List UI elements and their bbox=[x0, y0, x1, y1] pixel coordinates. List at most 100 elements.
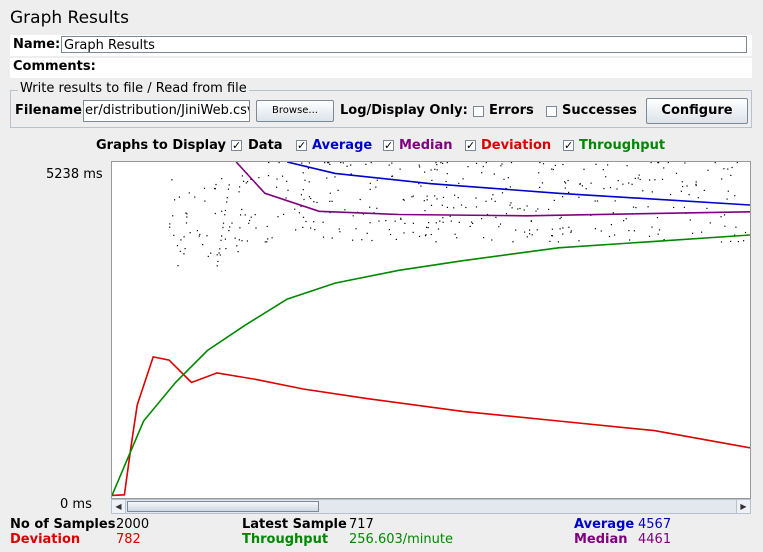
filename-label: Filename bbox=[15, 103, 82, 118]
data-point bbox=[176, 245, 179, 247]
data-point bbox=[302, 216, 305, 218]
data-point bbox=[331, 237, 333, 239]
data-point bbox=[562, 196, 564, 198]
data-point bbox=[720, 241, 723, 243]
data-point bbox=[633, 230, 635, 232]
average-checkbox[interactable]: ✓ bbox=[296, 139, 307, 152]
data-point bbox=[495, 216, 497, 218]
data-point bbox=[612, 212, 614, 214]
data-point bbox=[390, 233, 392, 236]
data-point bbox=[177, 265, 179, 267]
data-point bbox=[428, 222, 430, 224]
data-point bbox=[203, 187, 206, 189]
data-point bbox=[237, 251, 239, 253]
data-point bbox=[294, 208, 296, 210]
name-field[interactable]: Graph Results bbox=[61, 36, 747, 53]
data-point bbox=[706, 207, 708, 209]
data-point bbox=[701, 231, 703, 233]
data-point bbox=[403, 232, 405, 234]
data-point bbox=[541, 182, 544, 184]
data-point bbox=[583, 168, 585, 170]
data-point bbox=[594, 200, 596, 202]
data-point bbox=[512, 241, 514, 243]
data-point bbox=[239, 227, 241, 229]
data-point bbox=[207, 255, 209, 257]
data-point bbox=[246, 240, 248, 242]
data-point bbox=[322, 236, 325, 238]
data-point bbox=[327, 162, 329, 164]
data-point bbox=[402, 198, 404, 201]
data-point bbox=[472, 222, 474, 224]
data-point bbox=[206, 235, 208, 237]
window-title: Graph Results bbox=[10, 8, 129, 28]
data-point bbox=[214, 188, 216, 190]
data-point bbox=[395, 238, 397, 240]
data-point bbox=[224, 214, 226, 216]
data-point bbox=[486, 213, 489, 216]
data-point bbox=[221, 210, 223, 212]
data-point bbox=[423, 200, 425, 202]
data-point bbox=[228, 230, 230, 232]
deviation-stat-value: 782 bbox=[116, 532, 141, 547]
median-checkbox[interactable]: ✓ bbox=[383, 139, 394, 152]
data-point bbox=[559, 218, 561, 220]
data-point bbox=[179, 250, 181, 252]
data-point bbox=[500, 165, 502, 167]
data-checkbox[interactable]: ✓ bbox=[231, 139, 242, 152]
data-point bbox=[437, 228, 440, 230]
scroll-left-icon[interactable]: ◀ bbox=[112, 500, 126, 513]
data-point bbox=[352, 239, 354, 241]
data-point bbox=[727, 190, 729, 192]
scroll-right-icon[interactable]: ▶ bbox=[736, 500, 750, 513]
data-point bbox=[661, 178, 664, 180]
data-point bbox=[239, 186, 241, 188]
data-point bbox=[622, 183, 624, 185]
throughput-checkbox[interactable]: ✓ bbox=[563, 139, 574, 152]
scrollbar-thumb[interactable] bbox=[127, 501, 319, 512]
data-point bbox=[628, 182, 630, 184]
data-point bbox=[684, 162, 686, 164]
data-point bbox=[375, 186, 377, 188]
browse-button[interactable]: Browse... bbox=[256, 100, 334, 122]
data-point bbox=[434, 168, 436, 170]
data-point bbox=[362, 213, 365, 215]
data-point bbox=[218, 252, 220, 254]
data-point bbox=[730, 240, 732, 242]
data-point bbox=[419, 166, 421, 168]
data-point bbox=[355, 228, 357, 230]
data-point bbox=[456, 237, 458, 239]
horizontal-scrollbar[interactable]: ◀ ▶ bbox=[111, 499, 751, 514]
data-point bbox=[628, 230, 630, 232]
successes-checkbox[interactable] bbox=[546, 106, 557, 117]
data-point bbox=[244, 214, 246, 216]
data-point bbox=[680, 190, 682, 192]
errors-checkbox[interactable] bbox=[473, 106, 484, 117]
data-point bbox=[302, 172, 304, 174]
data-point bbox=[551, 228, 553, 230]
data-point bbox=[430, 233, 432, 236]
data-point bbox=[462, 178, 464, 180]
data-point bbox=[682, 185, 684, 188]
data-point bbox=[391, 175, 394, 177]
data-point bbox=[173, 234, 175, 236]
configure-button[interactable]: Configure bbox=[646, 98, 748, 124]
data-point bbox=[186, 216, 188, 218]
data-point bbox=[184, 248, 186, 250]
data-point bbox=[590, 182, 592, 184]
data-point bbox=[730, 174, 732, 176]
data-point bbox=[721, 178, 723, 180]
data-point bbox=[300, 205, 302, 208]
deviation-checkbox[interactable]: ✓ bbox=[465, 139, 476, 152]
comments-row[interactable] bbox=[10, 58, 752, 78]
data-point bbox=[625, 218, 627, 220]
data-point bbox=[481, 172, 483, 174]
y-axis-max-label: 5238 ms bbox=[46, 167, 103, 182]
data-point bbox=[238, 239, 240, 241]
data-point bbox=[731, 166, 733, 169]
data-point bbox=[189, 232, 191, 234]
data-point bbox=[482, 165, 484, 168]
data-point bbox=[418, 164, 420, 166]
data-point bbox=[418, 235, 421, 237]
filename-field[interactable]: er/distribution/JiniWeb.csv bbox=[83, 100, 250, 122]
data-point bbox=[726, 198, 728, 200]
